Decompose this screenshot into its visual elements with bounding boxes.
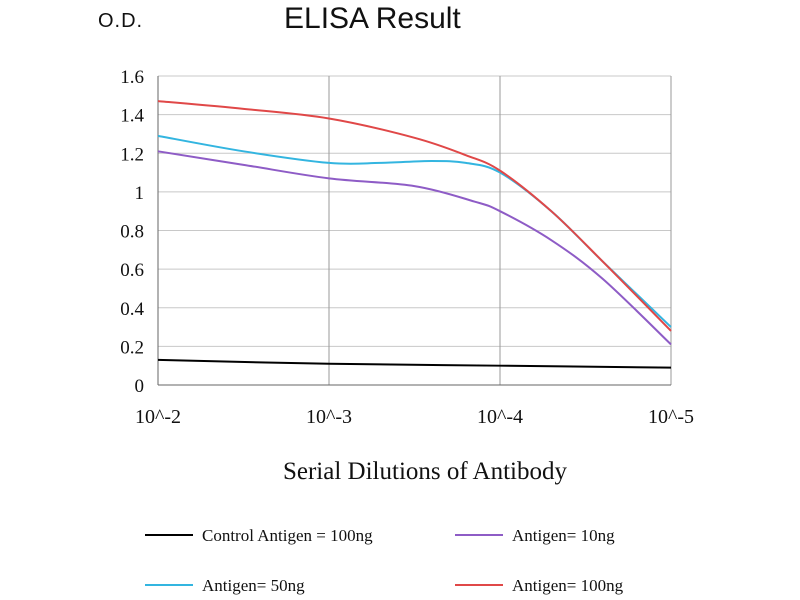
y-axis-label: O.D. <box>98 10 144 32</box>
y-tick-label: 1 <box>135 183 145 204</box>
x-tick-label: 10^-4 <box>477 406 523 428</box>
x-tick-label: 10^-2 <box>135 406 181 428</box>
y-tick-label: 1.4 <box>120 106 144 127</box>
y-tick-label: 1.6 <box>120 67 144 88</box>
x-axis-title: Serial Dilutions of Antibody <box>282 458 568 485</box>
legend-label: Antigen= 100ng <box>512 576 624 595</box>
y-tick-label: 0.6 <box>120 260 144 281</box>
y-tick-label: 1.2 <box>120 144 144 165</box>
x-tick-label: 10^-5 <box>648 406 694 428</box>
legend-label: Antigen= 10ng <box>512 526 615 545</box>
legend-label: Control Antigen = 100ng <box>202 526 373 545</box>
y-tick-label: 0.4 <box>120 299 144 320</box>
y-tick-label: 0.8 <box>120 222 144 243</box>
series-line-antigen-100ng <box>157 100 672 332</box>
series-line-control-antigen-100ng <box>157 358 672 369</box>
chart-title: ELISA Result <box>284 2 461 35</box>
y-tick-label: 0.2 <box>120 337 144 358</box>
y-tick-label: 0 <box>135 376 145 397</box>
series-line-antigen-10ng <box>157 150 672 346</box>
x-tick-label: 10^-3 <box>306 406 352 428</box>
series-line-antigen-50ng <box>157 134 672 328</box>
legend-label: Antigen= 50ng <box>202 576 305 595</box>
